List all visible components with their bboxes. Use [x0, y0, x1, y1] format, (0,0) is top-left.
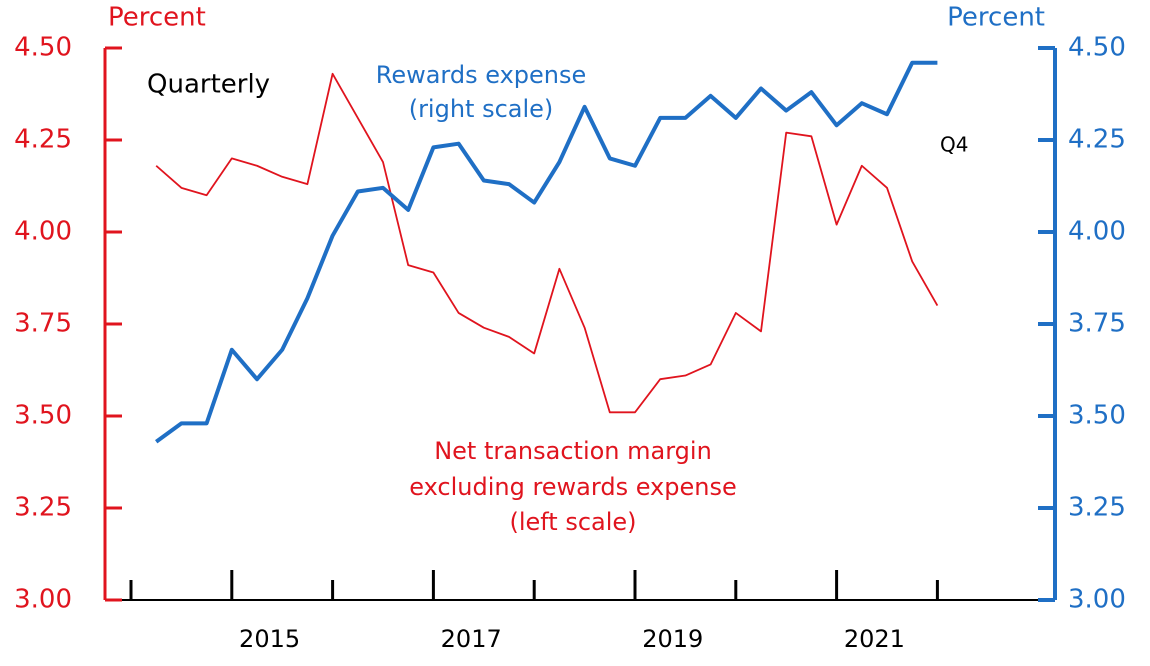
series-line — [155, 60, 938, 444]
series-label: Net transaction margin — [434, 437, 712, 465]
frequency-note: Quarterly — [147, 70, 270, 100]
y-tick-label: 3.00 — [14, 585, 72, 615]
y-tick-label: 4.25 — [14, 125, 72, 155]
y-tick-label: 4.00 — [14, 217, 72, 247]
series-label: (left scale) — [509, 508, 636, 536]
y2-tick-label: 4.00 — [1068, 217, 1126, 247]
x-tick-label: 2019 — [642, 625, 703, 653]
y2-tick-label: 3.00 — [1068, 585, 1126, 615]
y2-tick-label: 3.75 — [1068, 309, 1126, 339]
y-tick-label: 3.50 — [14, 401, 72, 431]
series-label: (right scale) — [409, 95, 554, 123]
y2-tick-label: 4.50 — [1068, 33, 1126, 63]
series-label: excluding rewards expense — [409, 473, 736, 501]
y2-tick-label: 3.50 — [1068, 401, 1126, 431]
x-tick-label: 2015 — [239, 625, 300, 653]
series-label: Rewards expense — [376, 61, 587, 89]
y2-tick-label: 4.25 — [1068, 125, 1126, 155]
x-tick-label: 2017 — [441, 625, 502, 653]
y2-tick-label: 3.25 — [1068, 493, 1126, 523]
y-tick-label: 3.75 — [14, 309, 72, 339]
series-line — [155, 72, 939, 414]
y2-axis-title: Percent — [947, 3, 1045, 33]
y-tick-label: 3.25 — [14, 493, 72, 523]
x-tick-label: 2021 — [844, 625, 905, 653]
y-tick-label: 4.50 — [14, 33, 72, 63]
last-quarter-note: Q4 — [940, 133, 968, 157]
y-axis-title: Percent — [108, 3, 206, 33]
